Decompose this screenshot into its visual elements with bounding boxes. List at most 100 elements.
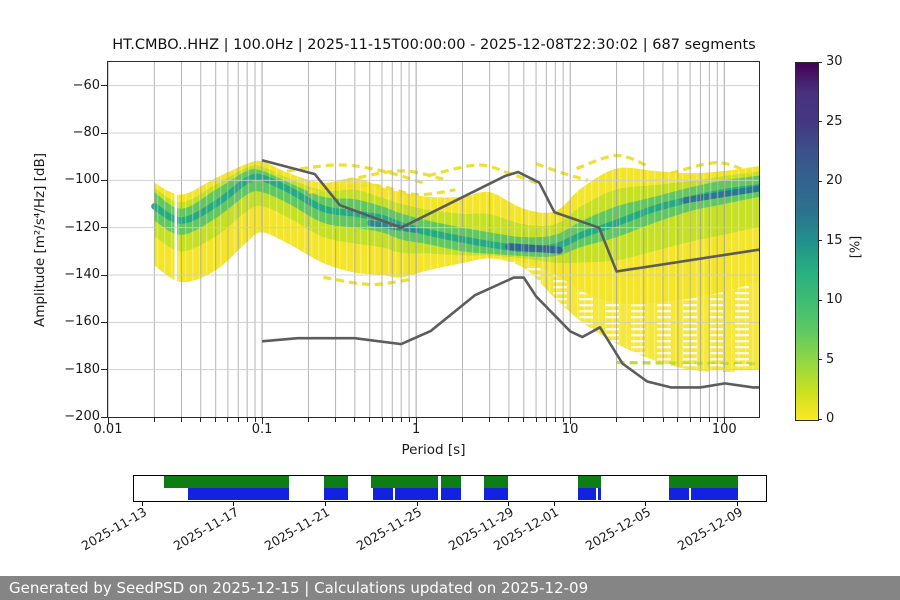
x-tick [107, 418, 109, 424]
x-tick [200, 418, 202, 422]
nlnm-noise-model-line [261, 276, 759, 389]
x-tick [723, 418, 725, 424]
timeline-blue-segment [598, 488, 601, 500]
x-tick [381, 418, 383, 422]
colorbar [795, 62, 819, 421]
x-tick [535, 418, 537, 422]
x-tick-label: 0.1 [251, 422, 273, 437]
y-tick-label: −60 [72, 77, 100, 93]
y-tick [101, 85, 107, 87]
colorbar-tick-label: 15 [826, 232, 843, 248]
y-tick [101, 274, 107, 276]
x-tick [508, 418, 510, 422]
y-tick-label: −140 [64, 267, 100, 282]
x-tick [716, 418, 718, 422]
x-tick [261, 418, 263, 424]
x-tick [153, 418, 155, 422]
colorbar-gradient [796, 63, 818, 420]
timeline-blue-segment [324, 488, 348, 500]
x-tick [181, 418, 182, 422]
timeline-tick [645, 501, 647, 506]
timeline-green-segment [578, 476, 601, 488]
x-tick [523, 418, 525, 422]
x-tick [708, 418, 710, 422]
x-tick [662, 418, 664, 422]
x-tick [369, 418, 371, 422]
coverage-timeline [133, 475, 767, 502]
timeline-tick [324, 501, 326, 506]
ppsd-histogram-canvas [108, 62, 759, 417]
colorbar-tick [818, 121, 822, 122]
x-tick [400, 418, 402, 422]
x-tick [415, 418, 417, 424]
x-tick [215, 418, 217, 422]
plot-title: HT.CMBO..HHZ | 100.0Hz | 2025-11-15T00:0… [112, 37, 756, 53]
x-tick [677, 418, 679, 422]
x-tick [689, 418, 691, 422]
x-tick [408, 418, 410, 422]
ppsd-wisp [323, 275, 410, 287]
grid-lines [108, 62, 759, 417]
colorbar-tick-label: 5 [826, 351, 835, 367]
x-tick-label: 0.01 [93, 422, 123, 437]
x-tick [237, 418, 239, 422]
colorbar-tick-label: 10 [826, 292, 843, 307]
y-axis-label: Amplitude [m²/s⁴/Hz] [dB] [32, 152, 48, 328]
footer-bar: Generated by SeedPSD on 2025-12-15 | Cal… [0, 576, 900, 600]
y-tick [101, 227, 107, 229]
x-tick-label: 1 [411, 422, 421, 437]
y-tick [101, 132, 107, 134]
x-tick [699, 418, 701, 422]
timeline-date-label: 2025-12-09 [674, 504, 745, 554]
timeline-green-segment [371, 476, 438, 488]
colorbar-tick-label: 20 [826, 173, 843, 188]
timeline-green-segment [669, 476, 739, 488]
y-tick [101, 369, 107, 371]
timeline-tick [507, 501, 509, 506]
colorbar-tick-label: 25 [826, 113, 843, 129]
timeline-date-label: 2025-12-05 [582, 504, 654, 554]
nhnm-noise-model-line [261, 158, 759, 273]
x-tick [616, 418, 618, 422]
timeline-blue-segment [484, 488, 508, 500]
y-tick-label: −100 [64, 172, 100, 188]
y-tick-label: −200 [64, 409, 100, 424]
y-tick [101, 321, 107, 323]
x-tick [643, 418, 645, 422]
timeline-tick [736, 501, 738, 506]
timeline-date-label: 2025-11-17 [170, 504, 242, 554]
timeline-blue-segment [395, 488, 438, 500]
y-tick [101, 416, 107, 418]
x-tick-label: 100 [711, 422, 737, 437]
y-tick-label: −80 [72, 125, 100, 140]
x-tick [254, 418, 256, 422]
ppsd-data-gap [174, 175, 178, 290]
x-tick [246, 418, 248, 422]
timeline-blue-segment [691, 488, 738, 500]
y-tick-label: −160 [64, 314, 100, 330]
x-tick [554, 418, 556, 422]
timeline-date-label: 2025-11-25 [354, 504, 425, 554]
ppsd-wisp [274, 163, 423, 185]
x-tick [562, 418, 564, 422]
timeline-green-segment [484, 476, 508, 488]
y-tick-label: −180 [64, 361, 100, 377]
timeline-tick [233, 501, 235, 506]
colorbar-label: [%] [848, 235, 864, 259]
x-tick [462, 418, 463, 422]
timeline-green-segment [441, 476, 461, 488]
timeline-blue-segment [188, 488, 290, 500]
x-tick-label: 10 [561, 422, 579, 437]
x-tick [489, 418, 491, 422]
timeline-tick [141, 501, 143, 506]
colorbar-tick-label: 30 [826, 54, 843, 69]
plot-area [107, 61, 760, 418]
timeline-date-label: 2025-11-13 [79, 504, 150, 554]
ppsd-wisp [576, 153, 649, 171]
colorbar-tick [818, 61, 822, 63]
timeline-tick [416, 501, 418, 506]
timeline-date-label: 2025-11-21 [262, 504, 333, 554]
y-tick-label: −120 [64, 219, 100, 235]
x-tick [391, 418, 393, 422]
